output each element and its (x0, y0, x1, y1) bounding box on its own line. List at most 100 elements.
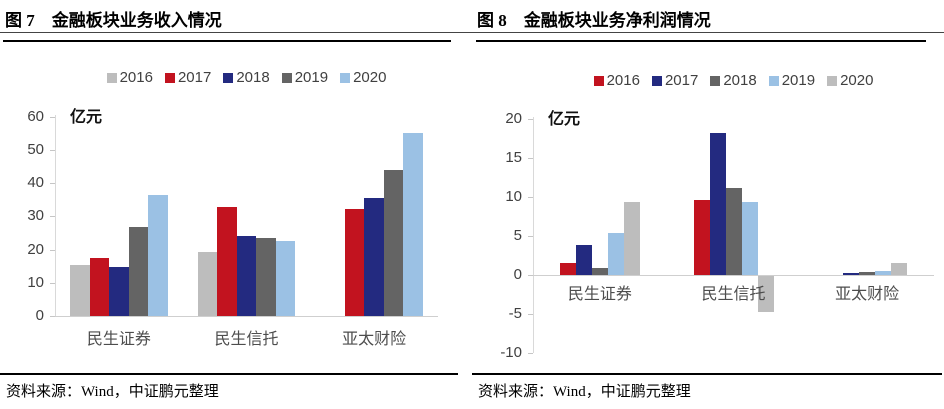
legend-item: 2018 (710, 72, 757, 89)
legend-label: 2020 (353, 69, 387, 86)
y-tick-label: -5 (508, 305, 522, 322)
y-tick-label: 10 (505, 188, 522, 205)
bar (256, 238, 276, 316)
category-label: 民生证券 (86, 331, 151, 348)
legend-item: 2016 (593, 72, 640, 89)
table-row-border (0, 32, 944, 33)
legend-swatch (768, 75, 779, 86)
bar (607, 232, 624, 275)
legend: 2016 2017 2018 2019 2020 (55, 69, 438, 86)
legend-item: 2017 (164, 69, 212, 86)
y-axis-tick (528, 197, 533, 198)
figure-7-source-note: 资料来源：Wind，中证鹏元整理 (6, 384, 219, 400)
legend-swatch (106, 72, 117, 83)
category-label: 亚太财险 (342, 331, 407, 348)
y-axis-tick (50, 316, 55, 317)
legend-swatch (593, 75, 604, 86)
legend-item: 2017 (651, 72, 699, 89)
figure-7-title: 图 7 金融板块业务收入情况 (5, 11, 222, 30)
category-label: 亚太财险 (835, 286, 900, 303)
y-tick-label: 40 (27, 174, 44, 192)
bar (217, 206, 237, 316)
x-axis-line (55, 316, 438, 317)
y-tick-label: 15 (505, 149, 522, 166)
y-axis-tick (50, 116, 55, 118)
y-axis-line (533, 117, 534, 353)
legend-swatch (651, 75, 662, 86)
y-axis-tick (50, 249, 55, 251)
figure-7-title-rule (3, 40, 451, 42)
legend-swatch (340, 72, 351, 83)
legend-item: 2016 (106, 69, 153, 86)
y-axis-tick (528, 236, 533, 237)
figure-8-title: 图 8 金融板块业务净利润情况 (477, 11, 711, 30)
y-axis-tick (528, 119, 533, 120)
bar (575, 244, 592, 275)
bar (89, 258, 110, 316)
bar (859, 271, 876, 275)
legend-label: 2016 (606, 72, 640, 89)
x-axis-line (533, 275, 934, 276)
bar (197, 251, 218, 316)
y-unit-label: 亿元 (70, 109, 103, 126)
figure-8-title-rule (476, 40, 926, 42)
bar (236, 236, 257, 316)
legend-label: 2018 (236, 69, 270, 86)
legend-label: 2020 (840, 72, 874, 89)
legend-item: 2019 (281, 69, 328, 86)
legend-label: 2017 (177, 69, 212, 86)
y-axis-line (55, 114, 56, 316)
legend-item: 2020 (827, 72, 873, 89)
bar (403, 132, 423, 316)
legend-swatch (710, 75, 721, 86)
legend-label: 2018 (723, 72, 757, 89)
legend-swatch (223, 72, 234, 83)
y-tick-label: 60 (27, 107, 44, 125)
bar (875, 271, 892, 275)
bar (591, 267, 608, 275)
y-axis-tick (528, 275, 533, 276)
bar (364, 198, 384, 316)
y-tick-label: 20 (27, 240, 44, 258)
y-axis-tick (528, 314, 533, 315)
bar (344, 208, 365, 316)
legend-label: 2017 (664, 72, 699, 89)
bar (383, 170, 404, 316)
legend-item: 2019 (768, 72, 816, 89)
y-tick-label: 30 (27, 207, 44, 225)
legend-label: 2016 (119, 69, 153, 86)
bar (891, 263, 908, 275)
figure-8-source-note: 资料来源：Wind，中证鹏元整理 (478, 384, 691, 400)
figure-7-bottom-rule (0, 373, 458, 375)
category-label: 民生证券 (567, 286, 632, 303)
legend-swatch (827, 75, 838, 86)
category-label: 民生信托 (701, 286, 766, 303)
legend: 2016 2017 2018 2019 2020 (533, 72, 934, 89)
bar (623, 202, 640, 275)
legend-swatch (281, 72, 292, 83)
bar (128, 226, 149, 316)
figure-8-panel: 图 8 金融板块业务净利润情况 资料来源：Wind，中证鹏元整理 -10 -5 0 5… (472, 0, 944, 409)
bar (843, 273, 860, 275)
y-tick-label: 10 (27, 273, 44, 291)
y-axis-tick (50, 150, 55, 152)
y-axis-tick (528, 158, 533, 159)
legend-swatch (164, 72, 175, 83)
bar (757, 276, 774, 312)
y-axis-tick (50, 216, 55, 218)
figure-7-panel: 图 7 金融板块业务收入情况 资料来源：Wind，中证鹏元整理 0 10 20 30 4… (0, 11, 458, 400)
bar (725, 188, 742, 275)
y-tick-label: 20 (505, 110, 522, 127)
figure-8-bottom-rule (472, 373, 942, 375)
y-axis-tick (50, 183, 55, 185)
legend-label: 2019 (781, 72, 816, 89)
bar (559, 262, 576, 275)
y-unit-label: 亿元 (548, 111, 581, 128)
bar (148, 195, 168, 316)
y-tick-label: 0 (35, 307, 44, 324)
bar (693, 200, 710, 275)
bar (109, 267, 129, 316)
bar (70, 264, 90, 316)
bar (709, 133, 726, 275)
